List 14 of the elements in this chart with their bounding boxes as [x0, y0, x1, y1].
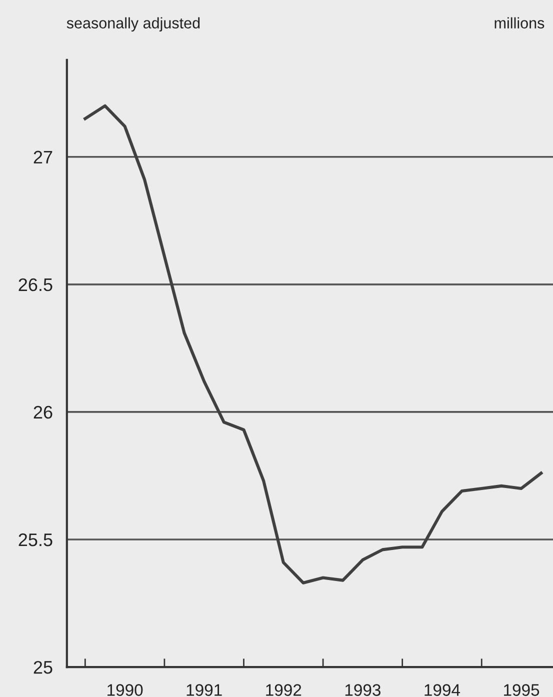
y-tick-label: 26.5	[18, 278, 52, 292]
x-tick-label: 1995	[504, 684, 540, 696]
x-tick-label: 1990	[108, 684, 143, 696]
y-tick-label: 25	[34, 660, 52, 674]
x-tick-label: 1992	[266, 684, 302, 696]
x-tick-label: 1991	[186, 684, 222, 696]
text: seasonally adjusted	[66, 17, 200, 32]
line-series	[84, 104, 543, 584]
y-tick-label: 26	[34, 406, 52, 419]
text: millions	[494, 17, 544, 28]
y-tick-label: 27	[34, 150, 52, 164]
x-tick-label: 1993	[345, 684, 380, 696]
y-tick-label: 25.5	[18, 533, 52, 546]
x-tick-label: 1994	[424, 684, 460, 696]
